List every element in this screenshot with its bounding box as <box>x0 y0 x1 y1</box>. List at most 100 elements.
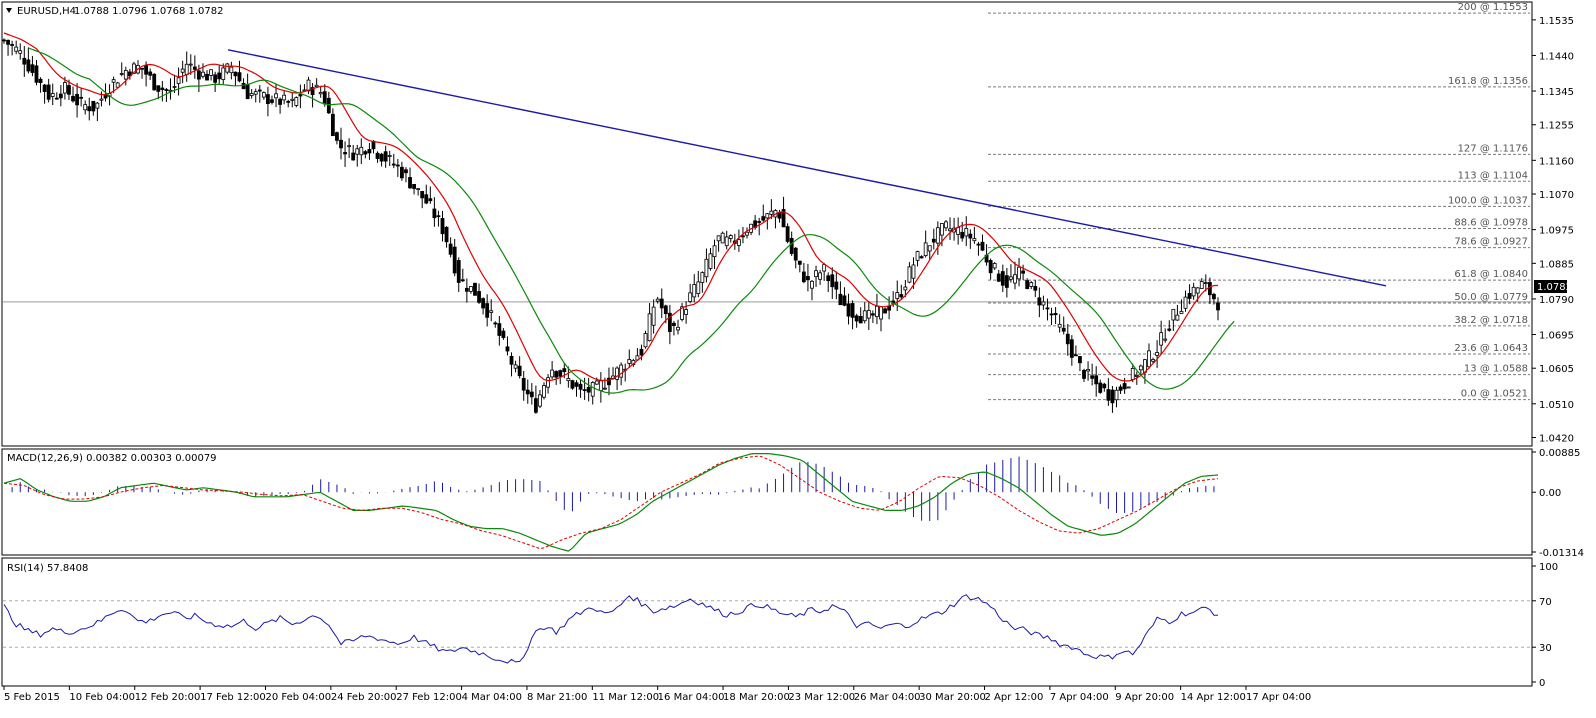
candle-body <box>529 391 534 398</box>
candle-body <box>286 100 291 103</box>
candle-body <box>542 385 546 398</box>
rsi-tick-label: 0 <box>1539 678 1545 689</box>
rsi-layer <box>3 594 1532 664</box>
candle-body <box>119 73 124 75</box>
candle-body <box>383 151 388 162</box>
candle-body <box>432 208 437 219</box>
candle-body <box>627 359 632 364</box>
candle-body <box>720 232 725 244</box>
candle-body <box>444 226 449 243</box>
candle-body <box>330 113 335 137</box>
candle-body <box>436 215 441 218</box>
candle-body <box>192 66 197 70</box>
candle-body <box>1138 365 1143 371</box>
candle-body <box>1041 301 1046 306</box>
candle-body <box>688 292 693 302</box>
candle-body <box>416 188 421 191</box>
fib-level-label: 78.6 @ 1.0927 <box>1454 237 1528 248</box>
candle-body <box>1025 280 1030 289</box>
candle-body <box>221 67 226 80</box>
rsi-tick-label: 100 <box>1539 562 1558 573</box>
candle-body <box>1045 307 1050 310</box>
candle-body <box>123 70 128 80</box>
candle-body <box>960 231 965 239</box>
fib-level-label: 23.6 @ 1.0643 <box>1454 343 1528 354</box>
price-tick-label: 1.0790 <box>1539 295 1574 306</box>
candle-body <box>339 139 343 149</box>
candle-body <box>67 85 71 95</box>
candle-body <box>684 309 689 315</box>
collapse-triangle-icon[interactable] <box>6 8 12 13</box>
candle-body <box>1118 386 1123 391</box>
moving-averages-layer <box>3 32 1235 394</box>
candle-body <box>866 310 871 319</box>
candle-body <box>736 239 741 246</box>
time-tick-label: 4 Mar 04:00 <box>462 692 522 703</box>
candle-body <box>201 71 205 77</box>
candle-body <box>1053 312 1058 316</box>
candle-body <box>810 280 814 289</box>
candle-body <box>533 398 538 413</box>
candle-body <box>241 82 246 90</box>
chart-ohlc: 1.0788 1.0796 1.0768 1.0782 <box>74 6 224 17</box>
candle-body <box>940 223 944 236</box>
candle-body <box>363 151 368 155</box>
candle-body <box>1057 323 1062 328</box>
candle-body <box>1094 375 1099 385</box>
candle-body <box>266 94 270 104</box>
candle-body <box>257 89 262 92</box>
candle-body <box>1167 328 1172 331</box>
candle-body <box>1069 339 1074 358</box>
candle-body <box>424 194 429 204</box>
candle-body <box>598 380 603 391</box>
macd-layer <box>3 453 1219 552</box>
rsi-panel-frame <box>1 557 1533 687</box>
candle-body <box>594 380 599 385</box>
candle-body <box>586 386 591 393</box>
candle-body <box>724 236 729 247</box>
time-tick-label: 17 Feb 12:00 <box>200 692 266 703</box>
candle-body <box>460 279 465 282</box>
candle-body <box>903 286 908 291</box>
candle-body <box>672 322 676 326</box>
trendline[interactable] <box>227 49 1387 287</box>
candle-body <box>801 271 806 283</box>
candle-body <box>680 306 684 320</box>
candle-body <box>830 274 835 288</box>
candle-body <box>1126 386 1131 389</box>
time-tick-label: 12 Feb 20:00 <box>135 692 201 703</box>
fib-level-label: 61.8 @ 1.0840 <box>1454 269 1528 280</box>
candle-body <box>217 72 222 80</box>
candle-body <box>1207 282 1212 296</box>
candle-body <box>728 235 733 239</box>
candle-body <box>79 96 84 99</box>
candle-body <box>391 163 396 166</box>
candle-body <box>1013 274 1017 284</box>
ma-fast-line <box>3 32 1219 382</box>
candle-body <box>164 89 169 91</box>
fib-level-label: 200 @ 1.1553 <box>1458 2 1528 13</box>
candle-body <box>448 243 453 255</box>
candle-body <box>1175 314 1180 321</box>
candle-body <box>1216 302 1220 311</box>
candle-body <box>75 93 79 106</box>
candle-body <box>659 298 664 309</box>
candle-body <box>696 281 701 294</box>
candle-body <box>655 298 660 302</box>
candle-body <box>667 312 672 332</box>
candle-body <box>477 291 481 303</box>
candle-body <box>1078 356 1082 364</box>
candle-body <box>578 383 583 390</box>
time-tick-label: 17 Apr 04:00 <box>1246 692 1311 703</box>
candle-body <box>6 39 10 45</box>
candle-body <box>375 152 380 159</box>
candle-body <box>290 98 295 101</box>
candle-body <box>968 233 973 239</box>
candle-body <box>225 63 230 73</box>
candle-body <box>249 93 254 96</box>
rsi-tick-label: 70 <box>1539 597 1552 608</box>
time-tick-label: 5 Feb 2015 <box>4 692 60 703</box>
candle-body <box>708 253 713 269</box>
candle-body <box>1073 354 1078 357</box>
